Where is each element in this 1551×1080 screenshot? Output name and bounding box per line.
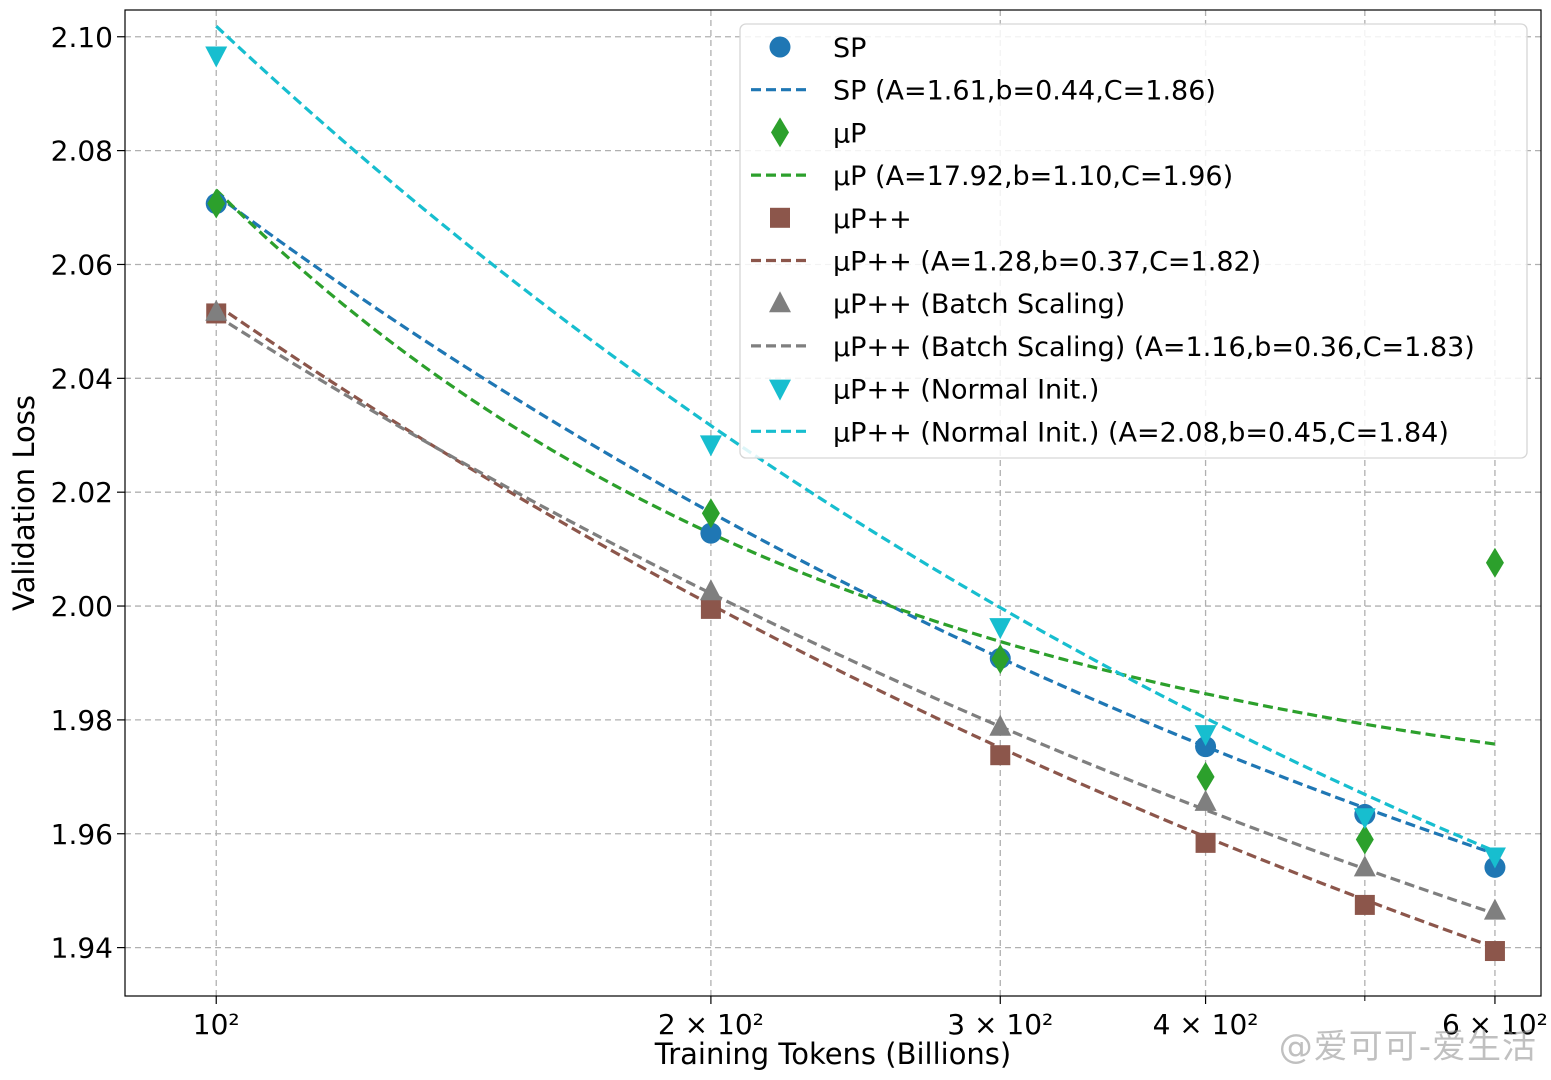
x-tick-label: 10² — [193, 1008, 240, 1041]
y-tick-label: 1.98 — [51, 704, 113, 737]
legend-marker — [769, 291, 791, 313]
data-point — [1353, 808, 1376, 830]
data-point — [1195, 832, 1216, 853]
data-point — [700, 598, 721, 619]
data-point — [701, 498, 720, 529]
x-axis-title: Training Tokens (Billions) — [654, 1037, 1011, 1071]
data-point — [1355, 824, 1374, 855]
plot-frame — [124, 9, 1542, 997]
data-point — [700, 522, 722, 544]
legend-fit-label: μP++ (A=1.28,b=0.37,C=1.82) — [833, 247, 1261, 278]
legend-fit-label: μP (A=17.92,b=1.10,C=1.96) — [833, 161, 1233, 192]
data-point — [1353, 855, 1376, 877]
legend-label: μP — [833, 118, 866, 149]
y-axis-title: Validation Loss — [7, 395, 41, 611]
data-point — [1354, 894, 1375, 915]
fit-line — [215, 193, 1496, 856]
data-point — [990, 745, 1011, 766]
data-point — [205, 299, 228, 321]
y-tick-label: 1.96 — [51, 818, 113, 851]
legend-box — [739, 23, 1528, 459]
data-point — [989, 714, 1012, 736]
legend-marker — [769, 36, 791, 58]
y-tick-label: 2.08 — [51, 135, 113, 168]
fit-line — [215, 25, 1496, 853]
x-tick-label: 2 × 10² — [658, 1008, 764, 1041]
legend-fit-label: μP++ (Normal Init.) (A=2.08,b=0.45,C=1.8… — [833, 417, 1449, 448]
fit-line — [215, 303, 1496, 949]
data-point — [207, 188, 226, 219]
legend-marker — [769, 379, 791, 401]
legend-fit-label: μP++ (Batch Scaling) (A=1.16,b=0.36,C=1.… — [833, 332, 1475, 363]
legend-label: SP — [833, 33, 866, 64]
y-tick-label: 2.02 — [51, 476, 113, 509]
legend-label: μP++ (Batch Scaling) — [833, 289, 1125, 320]
fit-line — [215, 188, 1496, 746]
y-tick-label: 2.10 — [51, 21, 113, 54]
y-tick-label: 2.06 — [51, 248, 113, 281]
y-tick-label: 2.00 — [51, 590, 113, 623]
fit-lines — [215, 25, 1496, 949]
data-point — [1483, 847, 1506, 869]
y-tick-label: 2.04 — [51, 362, 113, 395]
x-tick-label: 4 × 10² — [1153, 1008, 1259, 1041]
x-tick-label: 6 × 10² — [1442, 1008, 1548, 1041]
legend-marker — [770, 207, 790, 228]
watermark: @爱可可-爱生活 — [1278, 1027, 1537, 1067]
data-point — [989, 618, 1012, 640]
data-point — [1195, 736, 1217, 758]
y-axis-ticks: 1.94 1.96 1.98 2.00 2.02 2.04 2.06 2.08 2.10 — [51, 21, 125, 965]
data-point — [1483, 898, 1506, 920]
legend-label: μP++ (Normal Init.) — [833, 375, 1099, 406]
fit-line — [215, 314, 1496, 916]
data-points — [205, 46, 1506, 962]
data-point — [1484, 941, 1505, 962]
data-point — [1194, 789, 1217, 811]
data-point — [699, 579, 722, 601]
data-point — [991, 643, 1010, 674]
data-point — [1485, 547, 1504, 578]
legend-marker — [771, 117, 789, 148]
legend: SP SP (A=1.61,b=0.44,C=1.86) μP μP (A=17.92… — [739, 23, 1528, 459]
legend-label: μP++ — [833, 204, 912, 235]
data-point — [1196, 761, 1215, 792]
x-axis-ticks: 10² 2 × 10² 3 × 10² 4 × 10² 6 × 10² — [193, 996, 1548, 1041]
data-point — [1194, 725, 1217, 747]
legend-fit-label: SP (A=1.61,b=0.44,C=1.86) — [833, 76, 1216, 107]
data-point — [205, 46, 228, 68]
x-tick-label: 3 × 10² — [947, 1008, 1053, 1041]
y-tick-label: 1.94 — [51, 932, 113, 965]
data-point — [699, 435, 722, 457]
